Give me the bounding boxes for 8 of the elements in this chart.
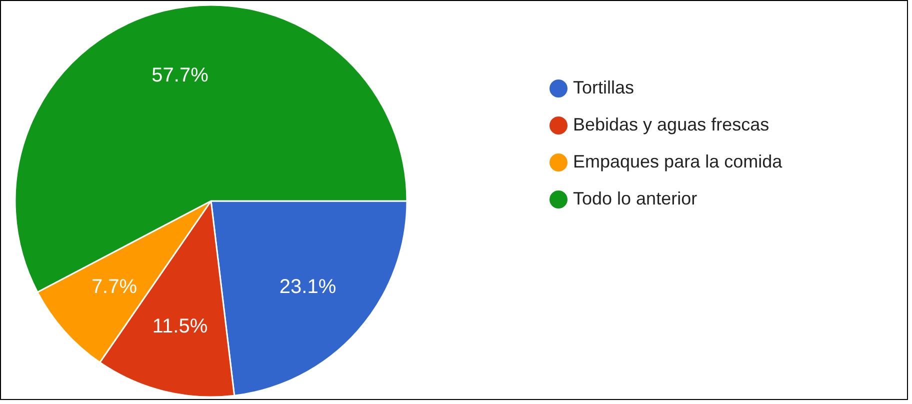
data-label: 7.7% — [91, 276, 138, 298]
legend-label: Bebidas y aguas frescas — [573, 114, 770, 134]
data-label: 11.5% — [152, 316, 208, 338]
legend-label: Empaques para la comida — [573, 152, 784, 172]
legend-label: Tortillas — [573, 78, 634, 98]
data-label: 57.7% — [152, 64, 209, 86]
legend-label: Todo lo anterior — [573, 188, 698, 208]
data-label: 23.1% — [279, 276, 336, 298]
